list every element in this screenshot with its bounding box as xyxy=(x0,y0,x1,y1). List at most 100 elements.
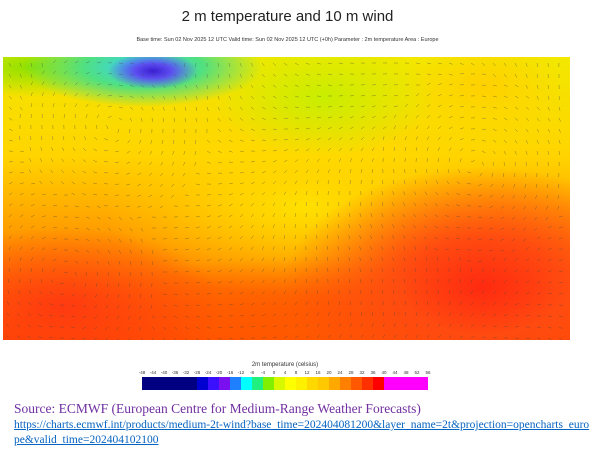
wind-arrow xyxy=(513,183,516,188)
wind-arrow xyxy=(19,172,24,174)
wind-arrow xyxy=(456,226,461,229)
wind-arrow xyxy=(83,293,87,298)
colorbar-bin xyxy=(274,377,285,390)
wind-arrow xyxy=(171,172,175,177)
wind-arrow xyxy=(151,84,156,88)
wind-arrow xyxy=(217,73,219,78)
wind-arrow xyxy=(72,282,76,287)
wind-arrow xyxy=(283,224,286,229)
wind-arrow xyxy=(272,117,277,120)
wind-arrow xyxy=(425,257,428,262)
wind-arrow xyxy=(107,105,112,108)
wind-arrow xyxy=(239,280,244,284)
wind-arrow xyxy=(536,247,541,251)
wind-arrow xyxy=(283,191,287,196)
wind-arrow xyxy=(52,70,56,75)
wind-arrow xyxy=(448,137,453,141)
wind-arrow xyxy=(481,268,484,273)
wind-arrow xyxy=(393,312,396,317)
wind-arrow xyxy=(503,268,507,273)
wind-arrow xyxy=(316,180,319,185)
colorbar-tick-label: -32 xyxy=(182,370,190,375)
wind-arrow xyxy=(29,158,32,163)
wind-arrow xyxy=(492,313,497,317)
wind-arrow xyxy=(327,73,332,75)
wind-arrow xyxy=(525,247,530,251)
wind-arrow xyxy=(402,202,406,207)
wind-arrow xyxy=(338,116,343,119)
wind-arrow xyxy=(294,202,297,207)
wind-arrow xyxy=(173,238,178,240)
wind-arrow xyxy=(127,139,131,144)
wind-arrow xyxy=(514,172,516,177)
wind-arrow xyxy=(82,159,87,163)
wind-arrow xyxy=(424,202,428,207)
wind-arrow xyxy=(294,335,299,339)
wind-arrow xyxy=(93,315,98,319)
wind-arrow xyxy=(127,315,131,320)
wind-arrow xyxy=(434,225,439,229)
wind-arrow xyxy=(239,150,244,152)
wind-arrow xyxy=(74,227,79,230)
wind-arrow xyxy=(162,337,165,340)
wind-arrow xyxy=(327,62,332,65)
wind-arrow xyxy=(272,95,277,99)
wind-arrow xyxy=(381,279,384,284)
wind-arrow xyxy=(41,92,44,97)
wind-arrow xyxy=(404,95,409,97)
wind-arrow xyxy=(118,216,123,220)
wind-arrow xyxy=(503,73,507,78)
wind-arrow xyxy=(184,73,188,78)
colorbar-tick-label: 48 xyxy=(403,370,409,375)
wind-arrow xyxy=(195,270,200,273)
wind-arrow xyxy=(359,246,362,251)
wind-arrow xyxy=(426,104,431,108)
wind-arrow xyxy=(129,73,134,76)
wind-arrow xyxy=(93,148,98,152)
wind-arrow xyxy=(283,139,288,141)
wind-arrow xyxy=(52,103,55,108)
wind-arrow xyxy=(17,301,21,306)
colorbar-tick-label: -4 xyxy=(260,370,266,375)
wind-arrow xyxy=(481,161,485,166)
wind-arrow xyxy=(8,224,12,229)
wind-arrow xyxy=(536,269,541,273)
wind-arrow xyxy=(228,225,233,229)
wind-arrow xyxy=(96,72,101,75)
colorbar-bin xyxy=(362,377,373,390)
wind-arrow xyxy=(85,249,90,253)
wind-arrow xyxy=(426,268,428,273)
wind-arrow xyxy=(52,268,56,273)
wind-arrow xyxy=(360,169,363,174)
wind-arrow xyxy=(173,73,177,78)
wind-arrow xyxy=(19,62,22,67)
wind-arrow xyxy=(151,260,153,265)
colorbar xyxy=(142,377,428,390)
wind-arrow xyxy=(129,227,133,232)
wind-arrow xyxy=(392,257,395,262)
wind-arrow xyxy=(294,138,299,141)
wind-arrow xyxy=(148,205,153,208)
wind-arrow xyxy=(6,301,10,306)
wind-arrow xyxy=(93,337,98,340)
wind-arrow xyxy=(514,95,519,99)
wind-arrow xyxy=(392,224,395,229)
wind-arrow xyxy=(19,106,23,111)
wind-arrow xyxy=(115,172,120,174)
wind-arrow xyxy=(459,312,463,317)
wind-arrow xyxy=(294,279,297,284)
wind-arrow xyxy=(85,71,90,75)
wind-arrow xyxy=(149,161,153,166)
wind-arrow xyxy=(85,114,88,119)
wind-arrow xyxy=(360,147,364,152)
wind-arrow xyxy=(129,62,134,65)
wind-arrow xyxy=(305,335,310,339)
wind-arrow xyxy=(250,161,255,163)
source-link[interactable]: https://charts.ecmwf.int/products/medium… xyxy=(14,419,590,446)
wind-arrow xyxy=(82,337,87,340)
wind-arrow xyxy=(404,136,407,141)
wind-arrow xyxy=(434,214,439,218)
wind-arrow xyxy=(448,105,453,108)
wind-arrow xyxy=(8,106,13,110)
wind-arrow xyxy=(74,271,77,276)
